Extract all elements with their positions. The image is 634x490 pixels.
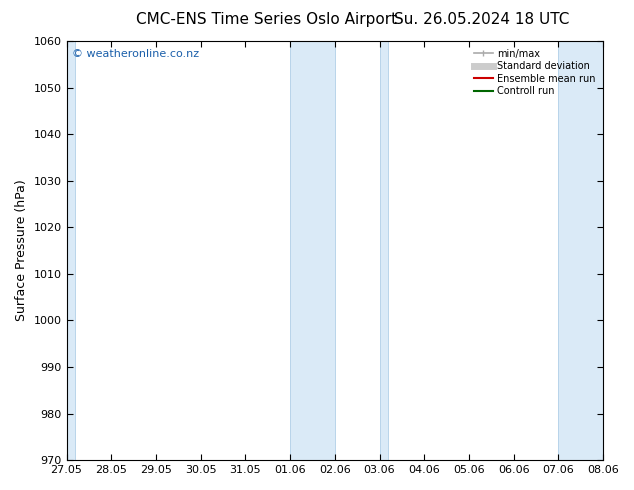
Legend: min/max, Standard deviation, Ensemble mean run, Controll run: min/max, Standard deviation, Ensemble me… bbox=[470, 46, 598, 99]
Bar bbox=[380, 41, 389, 460]
Bar bbox=[67, 41, 75, 460]
Bar bbox=[559, 41, 603, 460]
Text: Su. 26.05.2024 18 UTC: Su. 26.05.2024 18 UTC bbox=[394, 12, 569, 27]
Y-axis label: Surface Pressure (hPa): Surface Pressure (hPa) bbox=[15, 180, 28, 321]
Text: CMC-ENS Time Series Oslo Airport: CMC-ENS Time Series Oslo Airport bbox=[136, 12, 397, 27]
Bar bbox=[290, 41, 335, 460]
Text: © weatheronline.co.nz: © weatheronline.co.nz bbox=[72, 49, 199, 59]
